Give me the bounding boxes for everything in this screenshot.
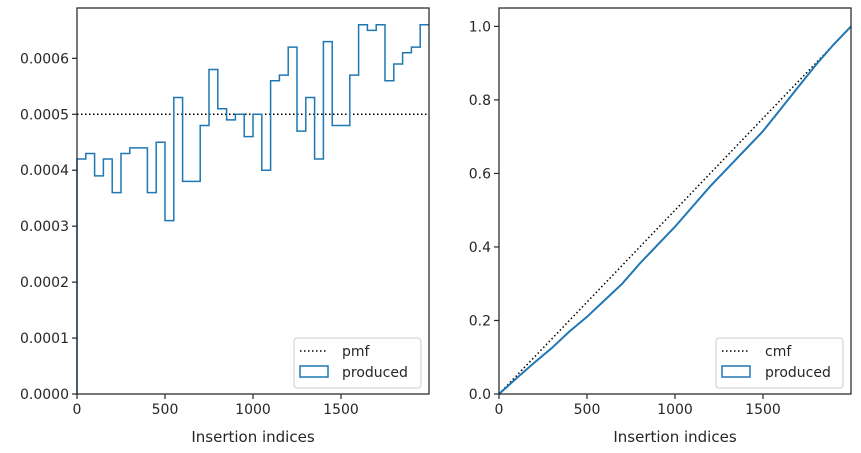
cmf-x-axis-label: Insertion indices <box>613 428 736 446</box>
cmf-x-tick-label: 1500 <box>745 402 781 418</box>
pmf-legend-produced-swatch <box>299 365 329 378</box>
pmf-y-tick-label: 0.0003 <box>20 219 69 235</box>
cmf-y-tick-label: 0.0 <box>469 387 491 403</box>
cmf-legend-produced-label: produced <box>765 365 831 381</box>
pmf-y-tick-label: 0.0005 <box>20 107 69 123</box>
pmf-x-tick-label: 0 <box>73 402 82 418</box>
cmf-x-tick-label: 1000 <box>657 402 693 418</box>
pmf-y-tick-label: 0.0002 <box>20 275 69 291</box>
cmf-y-tick-label: 0.8 <box>469 93 491 109</box>
pmf-frame <box>76 7 430 395</box>
pmf-legend-pmf-label: pmf <box>342 344 371 360</box>
cmf-legend-produced-swatch <box>721 365 751 378</box>
produced-cumulative-line <box>498 25 852 395</box>
pmf-plot-area <box>76 24 429 394</box>
pmf-y-tick-label: 0.0000 <box>20 387 69 403</box>
cmf-reference-line <box>498 25 852 395</box>
cmf-y-tick-label: 0.6 <box>469 166 491 182</box>
cmf-legend-cmf-label: cmf <box>765 344 792 360</box>
cmf-legend-box <box>715 337 844 389</box>
cmf-y-tick-label: 0.4 <box>469 240 491 256</box>
cmf-x-tick-label: 500 <box>574 402 601 418</box>
pmf-x-tick-label: 1500 <box>323 402 359 418</box>
cmf-panel: 0.0 0.2 0.4 0.6 0.8 1.0 0 500 1000 1500 Insertio… <box>469 7 852 446</box>
cmf-plot-area <box>498 25 852 395</box>
pmf-y-ticks: 0.0000 0.0001 0.0002 0.0003 0.0004 0.0005 0.00… <box>20 51 77 403</box>
cmf-y-tick-label: 1.0 <box>469 19 491 35</box>
produced-histogram-step <box>76 24 429 394</box>
pmf-x-axis-label: Insertion indices <box>191 428 314 446</box>
pmf-legend-box <box>293 337 422 389</box>
cmf-x-tick-label: 0 <box>495 402 504 418</box>
pmf-x-tick-label: 1000 <box>235 402 271 418</box>
pmf-x-ticks: 0 500 1000 1500 <box>73 394 359 418</box>
cmf-legend: cmf produced <box>715 337 844 389</box>
cmf-y-tick-label: 0.2 <box>469 313 491 329</box>
pmf-y-tick-label: 0.0006 <box>20 51 69 67</box>
cmf-y-ticks: 0.0 0.2 0.4 0.6 0.8 1.0 <box>469 19 499 403</box>
pmf-y-tick-label: 0.0004 <box>20 163 69 179</box>
pmf-x-tick-label: 500 <box>152 402 179 418</box>
cmf-x-ticks: 0 500 1000 1500 <box>495 394 781 418</box>
cmf-frame <box>498 7 852 395</box>
pmf-legend-produced-label: produced <box>342 365 408 381</box>
pmf-panel: 0.0000 0.0001 0.0002 0.0003 0.0004 0.0005 0.00… <box>20 7 430 446</box>
pmf-y-tick-label: 0.0001 <box>20 331 69 347</box>
pmf-legend: pmf produced <box>293 337 422 389</box>
